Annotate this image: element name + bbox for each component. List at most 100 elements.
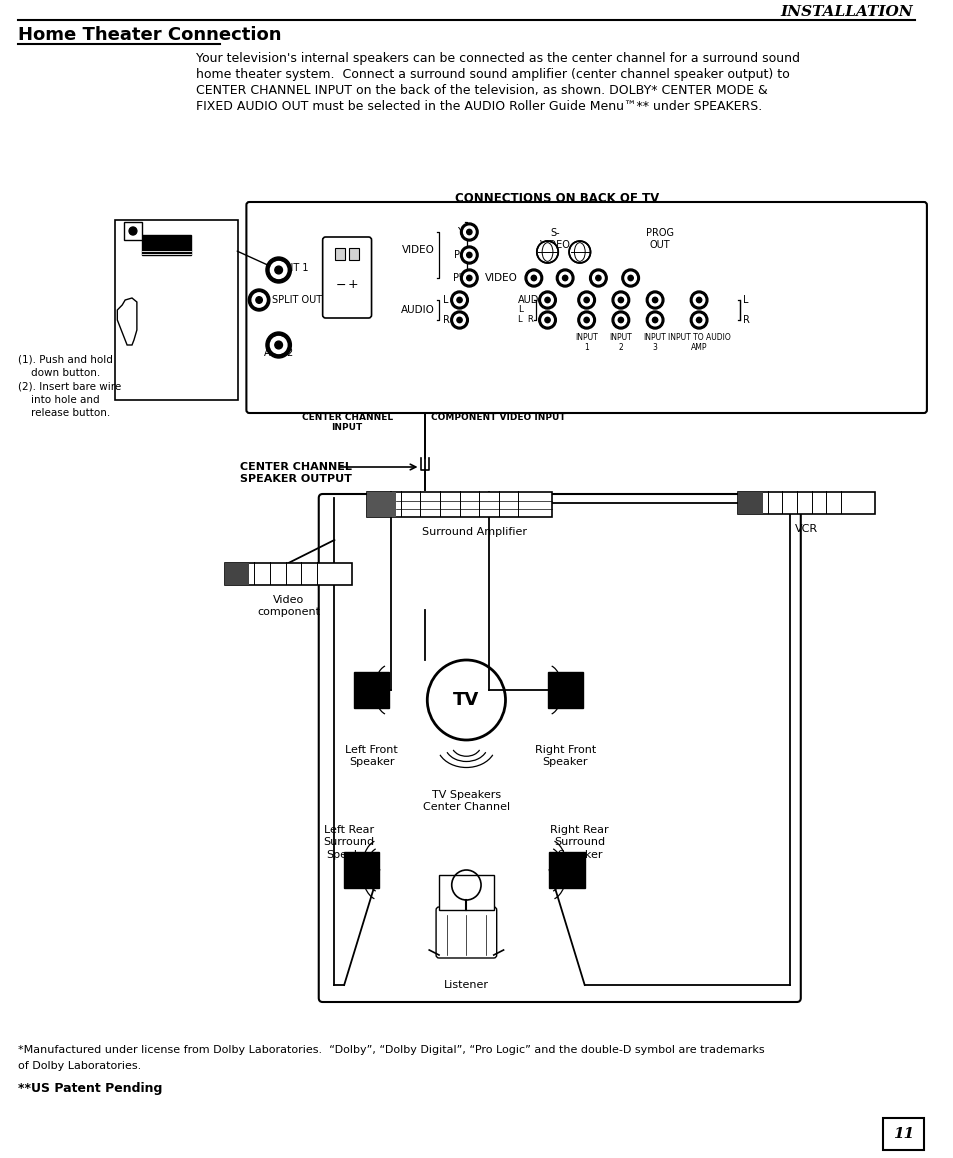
Circle shape <box>583 298 589 302</box>
Text: R: R <box>442 315 449 325</box>
Circle shape <box>537 243 557 262</box>
Text: INSTALLATION: INSTALLATION <box>780 5 912 19</box>
Text: S-
VIDEO: S- VIDEO <box>539 228 570 250</box>
FancyBboxPatch shape <box>322 237 371 318</box>
Circle shape <box>690 291 707 309</box>
Circle shape <box>580 294 592 306</box>
Text: PROG
OUT: PROG OUT <box>645 228 673 250</box>
Circle shape <box>463 249 475 261</box>
Circle shape <box>558 272 570 284</box>
Text: VIDEO: VIDEO <box>402 245 435 255</box>
Circle shape <box>649 314 660 325</box>
Circle shape <box>255 296 262 303</box>
Circle shape <box>562 276 567 280</box>
Bar <box>549 852 584 888</box>
Text: Left Rear
Surround
Speaker: Left Rear Surround Speaker <box>323 824 375 859</box>
Circle shape <box>618 317 623 323</box>
Text: TV: TV <box>453 691 479 709</box>
Text: Your television's internal speakers can be connected as the center channel for a: Your television's internal speakers can … <box>195 52 799 65</box>
Circle shape <box>460 245 477 264</box>
Text: INPUT TO AUDIO
AMP: INPUT TO AUDIO AMP <box>667 334 730 352</box>
Circle shape <box>538 291 556 309</box>
Bar <box>344 852 379 888</box>
Text: *Manufactured under license from Dolby Laboratories.  “Dolby”, “Dolby Digital”, : *Manufactured under license from Dolby L… <box>17 1045 763 1055</box>
Text: −: − <box>335 279 346 292</box>
Circle shape <box>450 312 468 329</box>
Text: CENTER CHANNEL INPUT on the back of the television, as shown. DOLBY* CENTER MODE: CENTER CHANNEL INPUT on the back of the … <box>195 85 766 97</box>
Text: INPUT
1: INPUT 1 <box>575 334 598 352</box>
Circle shape <box>612 312 629 329</box>
Text: VCR: VCR <box>794 525 818 534</box>
Circle shape <box>270 337 287 353</box>
Text: Right Front
Speaker: Right Front Speaker <box>534 745 595 768</box>
FancyBboxPatch shape <box>882 1117 923 1150</box>
FancyBboxPatch shape <box>436 907 497 958</box>
Circle shape <box>450 291 468 309</box>
Bar <box>438 875 494 910</box>
Bar <box>124 222 142 240</box>
Circle shape <box>570 243 588 262</box>
Text: Right Rear
Surround
Speaker: Right Rear Surround Speaker <box>550 824 608 859</box>
Circle shape <box>693 294 704 306</box>
Text: FIXED AUDIO OUT must be selected in the AUDIO Roller Guide Menu™** under SPEAKER: FIXED AUDIO OUT must be selected in the … <box>195 100 761 113</box>
Text: home theater system.  Connect a surround sound amplifier (center channel speaker: home theater system. Connect a surround … <box>195 68 788 81</box>
Circle shape <box>466 252 472 258</box>
Circle shape <box>618 298 623 302</box>
Circle shape <box>456 317 461 323</box>
Bar <box>225 563 249 585</box>
Bar <box>547 672 582 708</box>
Text: TV Speakers
Center Channel: TV Speakers Center Channel <box>422 790 510 813</box>
Circle shape <box>544 317 550 323</box>
FancyBboxPatch shape <box>246 201 926 413</box>
Circle shape <box>578 312 595 329</box>
Circle shape <box>456 298 461 302</box>
Circle shape <box>266 257 291 283</box>
Circle shape <box>541 314 553 325</box>
Text: 11: 11 <box>892 1127 913 1141</box>
Circle shape <box>466 276 472 280</box>
Circle shape <box>454 314 465 325</box>
Circle shape <box>568 241 590 263</box>
Bar <box>115 220 237 400</box>
Text: SPLIT OUT: SPLIT OUT <box>272 295 321 305</box>
Circle shape <box>248 290 270 312</box>
Circle shape <box>544 298 550 302</box>
Circle shape <box>252 293 266 307</box>
Circle shape <box>652 298 657 302</box>
Text: VIDEO: VIDEO <box>485 273 517 283</box>
Circle shape <box>627 276 633 280</box>
Circle shape <box>652 317 657 323</box>
Text: L: L <box>517 306 522 315</box>
Text: (1). Push and hold
    down button.
(2). Insert bare wire
    into hole and
    : (1). Push and hold down button. (2). Ins… <box>17 356 121 418</box>
Text: P₇: P₇ <box>453 250 463 261</box>
Text: CENTER CHANNEL
SPEAKER OUTPUT: CENTER CHANNEL SPEAKER OUTPUT <box>239 462 351 484</box>
Text: Video
component: Video component <box>256 595 319 617</box>
Circle shape <box>583 317 589 323</box>
Text: L  R: L R <box>517 315 534 324</box>
Text: CENTER CHANNEL
INPUT: CENTER CHANNEL INPUT <box>301 413 393 432</box>
Text: Surround Amplifier: Surround Amplifier <box>421 527 526 537</box>
Circle shape <box>538 312 556 329</box>
Circle shape <box>528 272 539 284</box>
Circle shape <box>266 332 291 358</box>
Bar <box>738 492 874 514</box>
Circle shape <box>690 312 707 329</box>
Bar <box>335 248 345 261</box>
Text: Left Front
Speaker: Left Front Speaker <box>345 745 397 768</box>
Circle shape <box>524 269 542 287</box>
Circle shape <box>696 298 701 302</box>
Circle shape <box>537 241 558 263</box>
Bar <box>142 235 191 255</box>
Circle shape <box>621 269 639 287</box>
Text: +: + <box>347 279 358 292</box>
Circle shape <box>612 291 629 309</box>
Circle shape <box>649 294 660 306</box>
Circle shape <box>645 291 663 309</box>
Circle shape <box>595 276 600 280</box>
Circle shape <box>696 317 701 323</box>
Polygon shape <box>117 298 136 345</box>
Circle shape <box>592 272 603 284</box>
Circle shape <box>615 314 626 325</box>
Circle shape <box>645 312 663 329</box>
Circle shape <box>270 262 287 278</box>
